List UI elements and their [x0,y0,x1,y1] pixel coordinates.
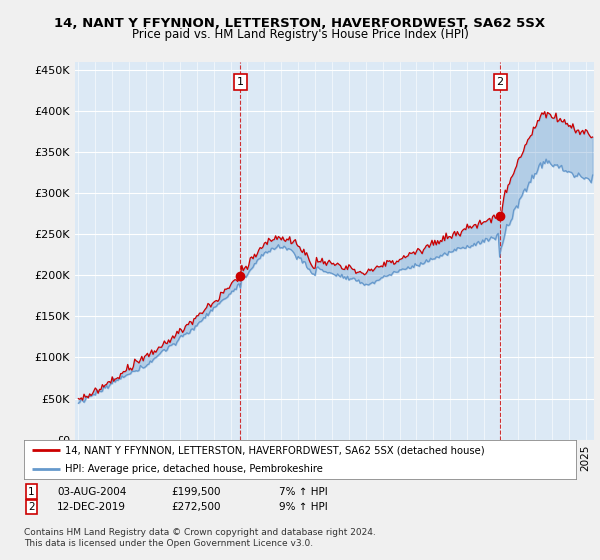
Text: 12-DEC-2019: 12-DEC-2019 [57,502,126,512]
Text: 14, NANT Y FFYNNON, LETTERSTON, HAVERFORDWEST, SA62 5SX: 14, NANT Y FFYNNON, LETTERSTON, HAVERFOR… [55,17,545,30]
Text: Contains HM Land Registry data © Crown copyright and database right 2024.
This d: Contains HM Land Registry data © Crown c… [24,528,376,548]
Text: 2: 2 [28,502,35,512]
Text: 7% ↑ HPI: 7% ↑ HPI [279,487,328,497]
Text: Price paid vs. HM Land Registry's House Price Index (HPI): Price paid vs. HM Land Registry's House … [131,28,469,41]
Text: 03-AUG-2004: 03-AUG-2004 [57,487,127,497]
Text: HPI: Average price, detached house, Pembrokeshire: HPI: Average price, detached house, Pemb… [65,464,323,474]
Text: 1: 1 [28,487,35,497]
Text: 2: 2 [497,77,504,87]
Text: £199,500: £199,500 [171,487,221,497]
Text: 9% ↑ HPI: 9% ↑ HPI [279,502,328,512]
Text: 1: 1 [237,77,244,87]
Text: £272,500: £272,500 [171,502,221,512]
Text: 14, NANT Y FFYNNON, LETTERSTON, HAVERFORDWEST, SA62 5SX (detached house): 14, NANT Y FFYNNON, LETTERSTON, HAVERFOR… [65,445,485,455]
